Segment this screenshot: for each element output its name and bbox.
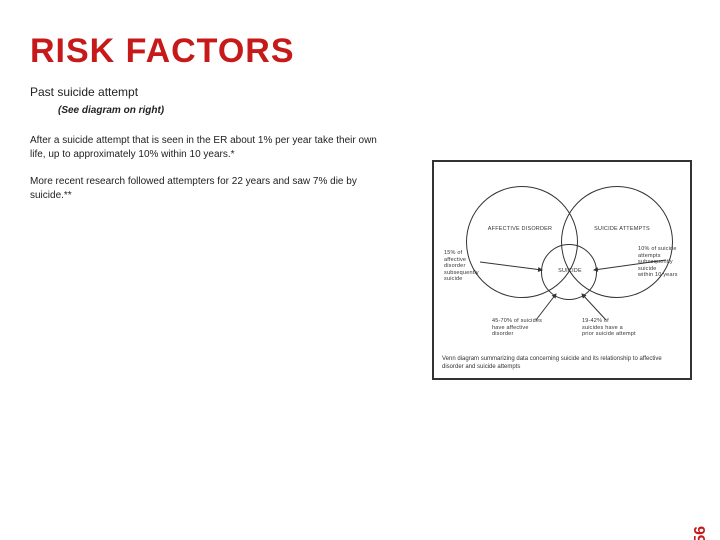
slide-root: RISK FACTORS Past suicide attempt (See d… — [0, 0, 720, 540]
annot-45-70: 45-70% of suicides have affective disord… — [492, 318, 552, 338]
note-see-diagram: (See diagram on right) — [58, 105, 690, 116]
label-affective-disorder: AFFECTIVE DISORDER — [480, 226, 560, 233]
venn-diagram: AFFECTIVE DISORDER SUICIDE ATTEMPTS SUIC… — [432, 160, 692, 380]
annot-19-42: 19-42% of suicides have a prior suicide … — [582, 318, 644, 338]
paragraph-2: More recent research followed attempters… — [30, 175, 390, 202]
label-suicide: SUICIDE — [552, 268, 588, 275]
annot-15pct: 15% of affective disorder subsequently s… — [444, 250, 486, 283]
subtitle: Past suicide attempt — [30, 85, 690, 99]
paragraph-1: After a suicide attempt that is seen in … — [30, 134, 390, 161]
venn-inner: AFFECTIVE DISORDER SUICIDE ATTEMPTS SUIC… — [442, 170, 682, 370]
slide-title: RISK FACTORS — [30, 32, 690, 71]
venn-caption: Venn diagram summarizing data concerning… — [442, 356, 682, 372]
label-suicide-attempts: SUICIDE ATTEMPTS — [582, 226, 662, 233]
annot-10pct: 10% of suicide attempts subsequently sui… — [638, 246, 692, 279]
page-number: 56 — [692, 526, 710, 540]
